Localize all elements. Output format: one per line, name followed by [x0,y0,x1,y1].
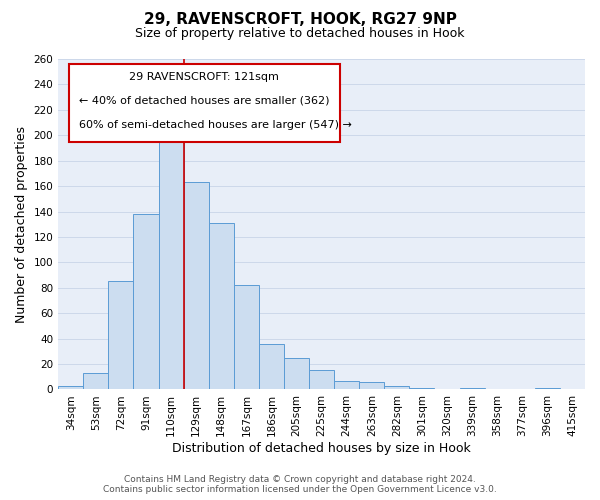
Bar [58,386,83,390]
Bar [309,370,334,390]
X-axis label: Distribution of detached houses by size in Hook: Distribution of detached houses by size … [172,442,471,455]
Bar [184,182,209,390]
FancyBboxPatch shape [69,64,340,142]
Y-axis label: Number of detached properties: Number of detached properties [15,126,28,322]
Bar [359,382,385,390]
Bar [334,380,359,390]
Bar [535,388,560,390]
Text: 29, RAVENSCROFT, HOOK, RG27 9NP: 29, RAVENSCROFT, HOOK, RG27 9NP [143,12,457,28]
Text: Contains public sector information licensed under the Open Government Licence v3: Contains public sector information licen… [103,484,497,494]
Bar [259,344,284,390]
Bar [234,285,259,390]
Text: ← 40% of detached houses are smaller (362): ← 40% of detached houses are smaller (36… [79,96,330,106]
Bar [83,373,109,390]
Bar [158,124,184,390]
Text: Contains HM Land Registry data © Crown copyright and database right 2024.: Contains HM Land Registry data © Crown c… [124,475,476,484]
Text: Size of property relative to detached houses in Hook: Size of property relative to detached ho… [135,28,465,40]
Text: 29 RAVENSCROFT: 121sqm: 29 RAVENSCROFT: 121sqm [130,72,280,82]
Bar [460,388,485,390]
Bar [133,214,158,390]
Bar [109,282,133,390]
Bar [409,388,434,390]
Text: 60% of semi-detached houses are larger (547) →: 60% of semi-detached houses are larger (… [79,120,352,130]
Bar [209,223,234,390]
Bar [284,358,309,390]
Bar [385,386,409,390]
